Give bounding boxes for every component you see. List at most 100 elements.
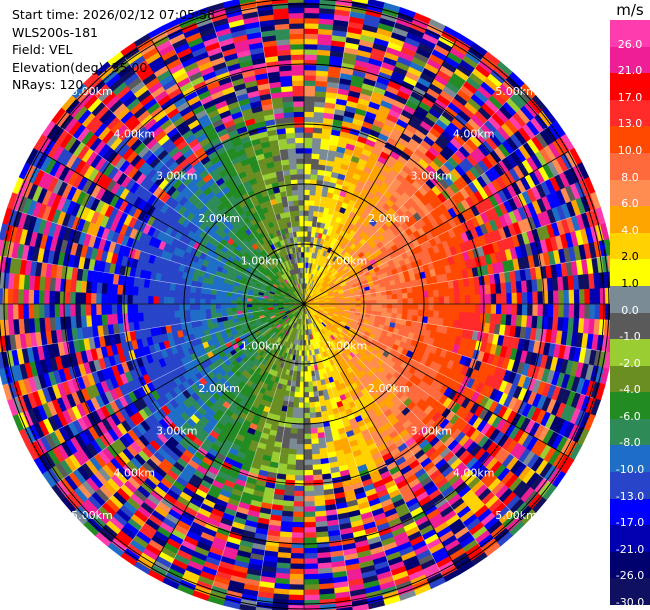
- range-gate: [459, 303, 466, 313]
- range-gate: [553, 290, 560, 305]
- range-gate: [295, 464, 305, 471]
- range-gate: [292, 511, 305, 518]
- range-gate: [303, 121, 314, 128]
- range-gate: [506, 292, 513, 305]
- range-gate: [433, 296, 440, 305]
- range-gate: [303, 95, 316, 102]
- range-gate: [293, 396, 300, 403]
- range-gate: [289, 433, 298, 440]
- range-gate: [303, 43, 318, 50]
- range-gate: [299, 371, 305, 378]
- range-gate: [288, 599, 305, 606]
- range-gate: [464, 303, 471, 313]
- range-gate: [290, 427, 298, 435]
- range-gate: [309, 194, 316, 201]
- range-gate: [458, 311, 466, 322]
- range-gate: [433, 289, 440, 298]
- range-gate: [527, 291, 534, 305]
- range-gate: [295, 459, 305, 466]
- range-gate: [454, 303, 461, 313]
- range-gate: [313, 111, 325, 119]
- range-gate: [407, 298, 414, 305]
- range-gate: [284, 484, 295, 492]
- range-gate: [309, 184, 317, 191]
- range-gate: [293, 501, 305, 508]
- range-gate: [573, 289, 580, 305]
- range-gate: [303, 459, 313, 466]
- range-gate: [303, 495, 315, 502]
- range-gate: [433, 310, 440, 319]
- range-gate: [308, 402, 316, 409]
- range-gate: [303, 537, 317, 544]
- range-gate: [303, 147, 313, 154]
- range-gate: [366, 303, 372, 308]
- range-gate: [594, 303, 601, 320]
- range-gate: [402, 303, 409, 310]
- range-gate: [319, 0, 337, 5]
- range-gate: [448, 311, 455, 320]
- range-gate: [312, 464, 322, 471]
- range-gate: [292, 521, 305, 528]
- range-gate: [303, 69, 317, 76]
- range-gate: [303, 2, 320, 9]
- range-gate: [568, 303, 575, 319]
- range-gate: [558, 290, 565, 305]
- range-gate: [453, 287, 461, 297]
- range-gate: [464, 295, 471, 305]
- range-gate: [311, 443, 320, 450]
- range-gate: [453, 311, 461, 321]
- range-gate: [309, 407, 316, 414]
- range-gate: [310, 438, 319, 445]
- range-gate: [303, 100, 315, 107]
- range-gate: [303, 355, 308, 362]
- range-gate: [313, 106, 325, 113]
- range-gate: [371, 296, 377, 301]
- range-gate: [376, 303, 383, 309]
- range-gate: [309, 412, 317, 419]
- range-gate: [484, 284, 492, 295]
- range-gate: [527, 303, 534, 317]
- range-gate: [443, 311, 450, 320]
- range-gate: [298, 402, 305, 409]
- range-gate: [303, 584, 320, 591]
- range-gate: [485, 293, 492, 305]
- range-gate: [288, 584, 305, 591]
- range-gate: [300, 366, 305, 372]
- range-gate: [303, 189, 311, 196]
- range-gate: [412, 291, 419, 299]
- range-gate: [303, 111, 315, 118]
- range-gate: [313, 489, 325, 497]
- range-gate: [407, 303, 414, 310]
- range-gate: [516, 303, 523, 316]
- range-gate: [286, 458, 297, 466]
- range-gate: [303, 480, 314, 487]
- range-gate: [303, 501, 315, 508]
- range-gate: [288, 443, 297, 450]
- range-gate: [310, 173, 318, 181]
- range-gate: [315, 416, 323, 424]
- range-gate: [310, 433, 319, 440]
- range-gate: [469, 285, 476, 296]
- range-gate: [516, 292, 523, 305]
- range-gate: [291, 412, 299, 419]
- range-gate: [391, 293, 398, 300]
- range-gate: [579, 289, 586, 305]
- range-gate: [303, 516, 316, 523]
- range-gate: [303, 412, 311, 419]
- range-gate: [311, 448, 320, 455]
- range-gate: [381, 295, 388, 301]
- range-gate: [303, 38, 319, 45]
- range-gate: [307, 220, 313, 227]
- range-gate: [303, 225, 309, 232]
- range-gate: [438, 310, 445, 319]
- range-gate: [313, 495, 325, 502]
- range-gate: [573, 303, 580, 319]
- range-gate: [532, 303, 539, 317]
- range-gate: [313, 116, 324, 124]
- range-gate: [427, 290, 435, 298]
- range-gate: [303, 28, 319, 35]
- range-gate: [291, 417, 299, 424]
- range-gate: [343, 0, 353, 2]
- range-gate: [444, 296, 450, 305]
